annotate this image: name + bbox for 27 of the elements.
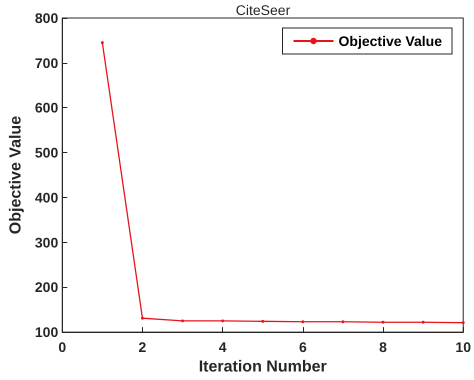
point	[462, 321, 465, 324]
y-tick-label: 300	[34, 234, 58, 250]
y-tick-label: 400	[34, 189, 58, 206]
y-tick-label: 700	[34, 54, 58, 71]
y-tick-label: 500	[34, 144, 58, 161]
x-tick-label: 4	[218, 339, 227, 356]
point	[181, 319, 184, 322]
x-tick-label: 2	[138, 339, 147, 356]
point	[422, 320, 425, 324]
point	[301, 320, 304, 324]
chart-title: CiteSeer	[236, 2, 291, 18]
x-tick-label: 10	[455, 339, 472, 356]
y-tick-label: 100	[34, 324, 58, 340]
point	[221, 319, 224, 322]
point	[382, 320, 385, 324]
y-axis-title: Objective Value	[8, 116, 24, 234]
legend-label: Objective Value	[338, 33, 442, 49]
x-tick-label: 0	[58, 339, 66, 356]
point	[341, 320, 344, 324]
y-tick-label: 200	[34, 279, 58, 296]
x-axis-title: Iteration Number	[198, 358, 327, 376]
point	[100, 41, 104, 44]
point	[140, 316, 144, 320]
x-tick-label: 8	[379, 339, 388, 356]
x-tick-label: 6	[298, 339, 307, 356]
y-tick-label: 600	[34, 100, 58, 116]
y-tick-label: 800	[34, 10, 58, 26]
